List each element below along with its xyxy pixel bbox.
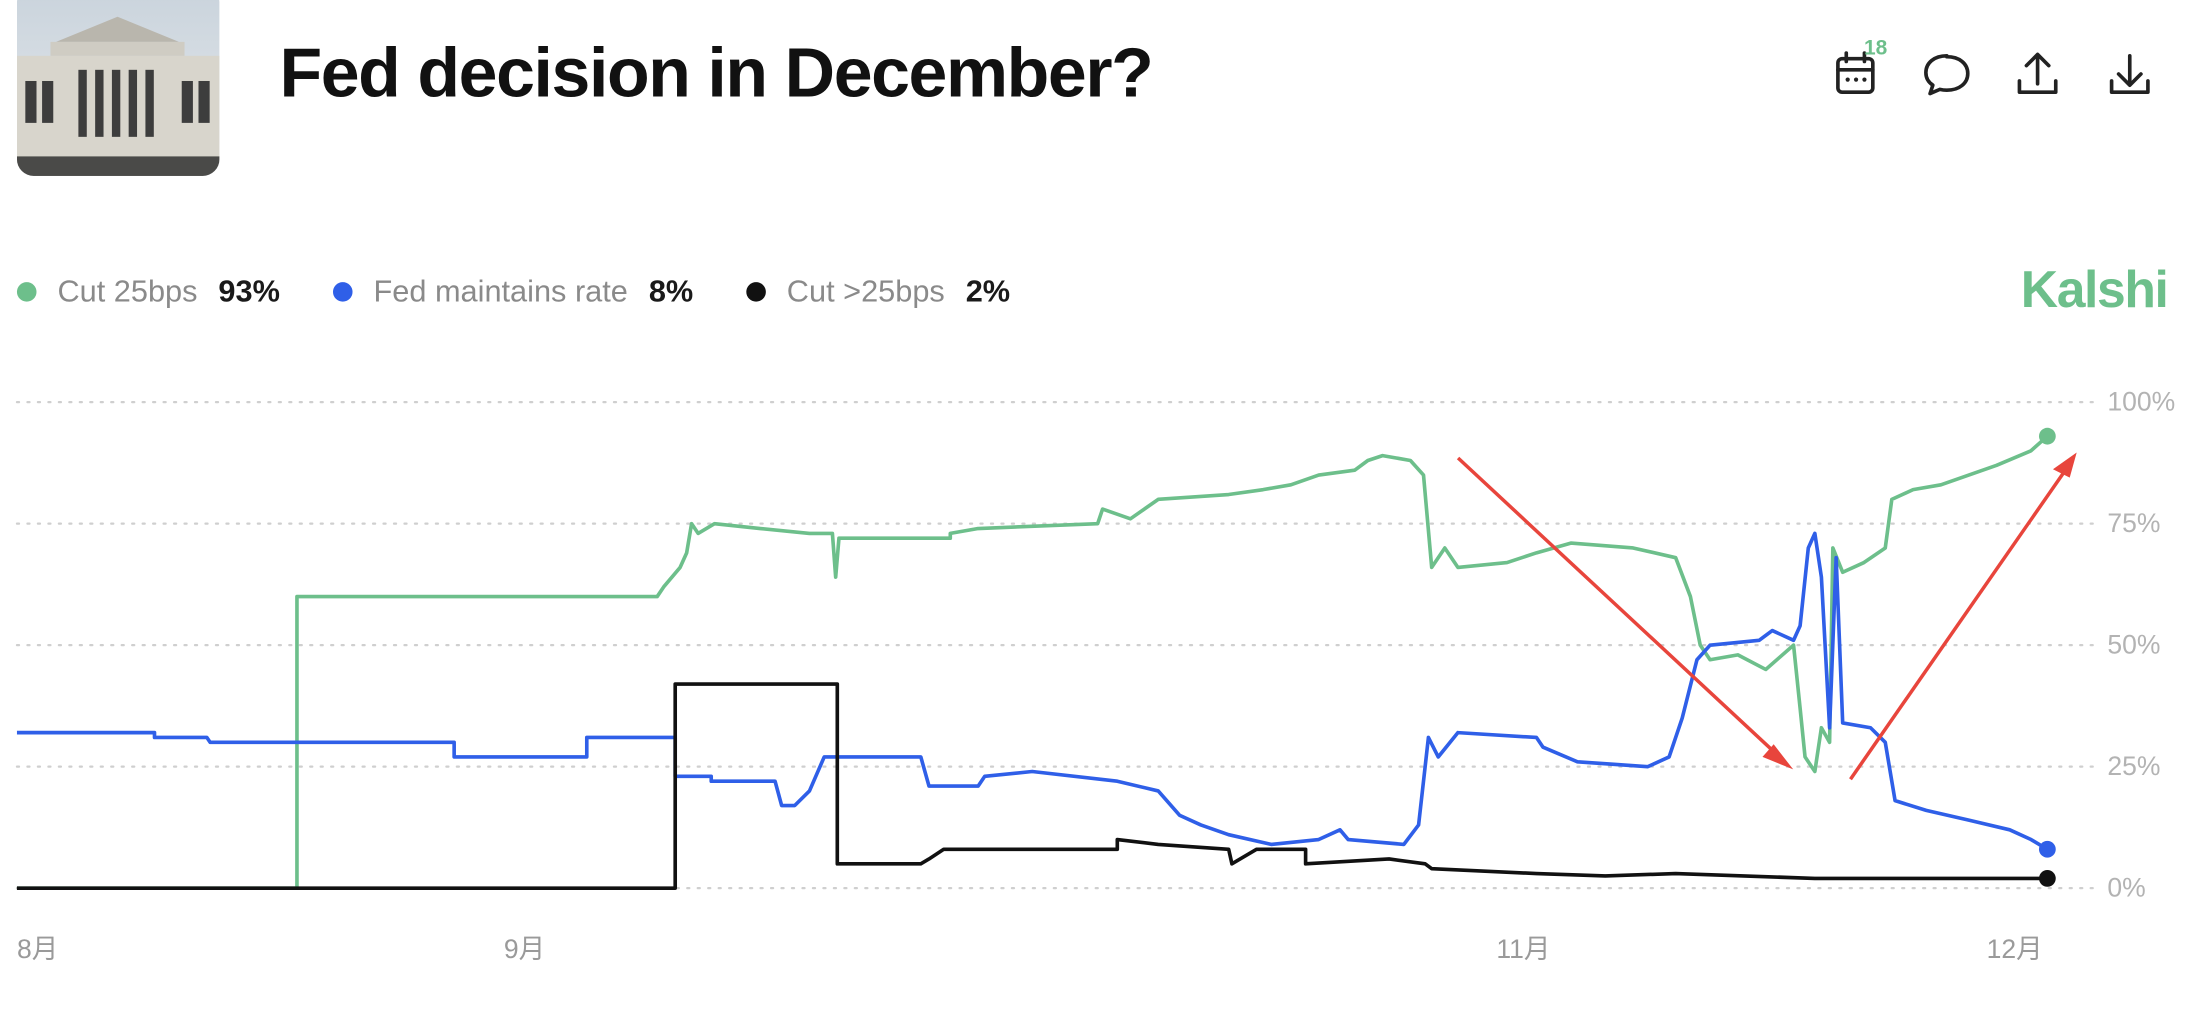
x-tick-label: 8月 bbox=[17, 934, 58, 964]
thumbnail bbox=[16, 0, 220, 176]
legend-name: Fed maintains rate bbox=[373, 273, 627, 308]
y-tick-label: 100% bbox=[2107, 387, 2175, 417]
end-dot bbox=[2038, 840, 2056, 858]
annotation-arrows bbox=[1456, 452, 2077, 781]
y-tick-label: 75% bbox=[2107, 508, 2160, 538]
legend-swatch bbox=[16, 282, 37, 302]
legend: Cut 25bps 93% Fed maintains rate 8% Cut >25b… bbox=[16, 273, 1010, 308]
y-tick-label: 50% bbox=[2107, 630, 2160, 660]
legend-item: Cut >25bps 2% bbox=[746, 273, 1010, 308]
calendar-button[interactable] bbox=[1836, 51, 1875, 94]
download-button[interactable] bbox=[2109, 54, 2150, 94]
brand: Kalshi bbox=[2021, 260, 2168, 318]
legend-value: 93% bbox=[218, 273, 279, 308]
end-dot bbox=[2038, 870, 2056, 887]
end-dot bbox=[2038, 427, 2056, 445]
x-tick-label: 12月 bbox=[1987, 934, 2043, 964]
series-line bbox=[16, 434, 2049, 890]
x-tick-label: 11月 bbox=[1496, 934, 1550, 964]
plot bbox=[16, 427, 2056, 890]
legend-name: Cut >25bps bbox=[787, 273, 945, 308]
y-tick-label: 25% bbox=[2107, 751, 2160, 781]
share-button[interactable] bbox=[2017, 52, 2058, 94]
y-tick-label: 0% bbox=[2107, 873, 2145, 903]
legend-item: Cut 25bps 93% bbox=[16, 273, 280, 308]
legend-value: 2% bbox=[966, 273, 1010, 308]
calendar-badge: 18 bbox=[1864, 36, 1887, 59]
legend-name: Cut 25bps bbox=[57, 273, 197, 308]
comment-button[interactable] bbox=[1924, 54, 1970, 96]
legend-item: Fed maintains rate 8% bbox=[332, 273, 693, 308]
x-tick-label: 9月 bbox=[504, 934, 545, 964]
series-line bbox=[16, 682, 2048, 890]
page-title: Fed decision in December? bbox=[279, 34, 1152, 112]
legend-swatch bbox=[746, 282, 766, 302]
series-line bbox=[16, 531, 2049, 851]
legend-value: 8% bbox=[649, 273, 693, 308]
legend-swatch bbox=[332, 282, 353, 302]
